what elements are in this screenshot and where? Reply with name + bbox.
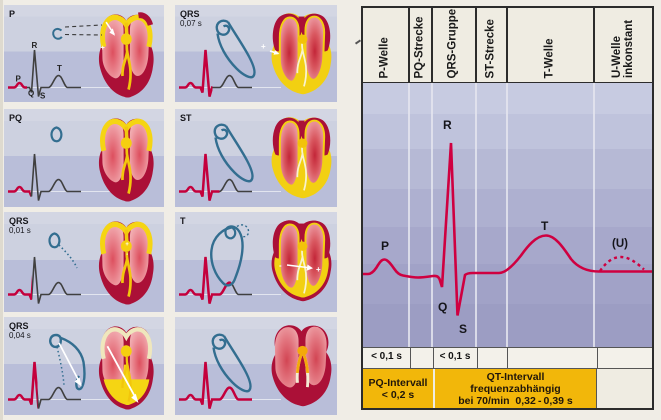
svg-text:P: P — [16, 75, 22, 84]
svg-text:Q: Q — [28, 89, 34, 98]
svg-text:-: - — [279, 261, 282, 270]
svg-text:+: + — [316, 265, 321, 274]
svg-text:R: R — [32, 41, 38, 50]
svg-text:+: + — [261, 42, 266, 51]
svg-text:+: + — [101, 43, 106, 52]
svg-text:T: T — [57, 64, 62, 73]
svg-text:S: S — [40, 92, 46, 101]
svg-text:-: - — [126, 251, 128, 258]
svg-text:+: + — [125, 241, 129, 248]
